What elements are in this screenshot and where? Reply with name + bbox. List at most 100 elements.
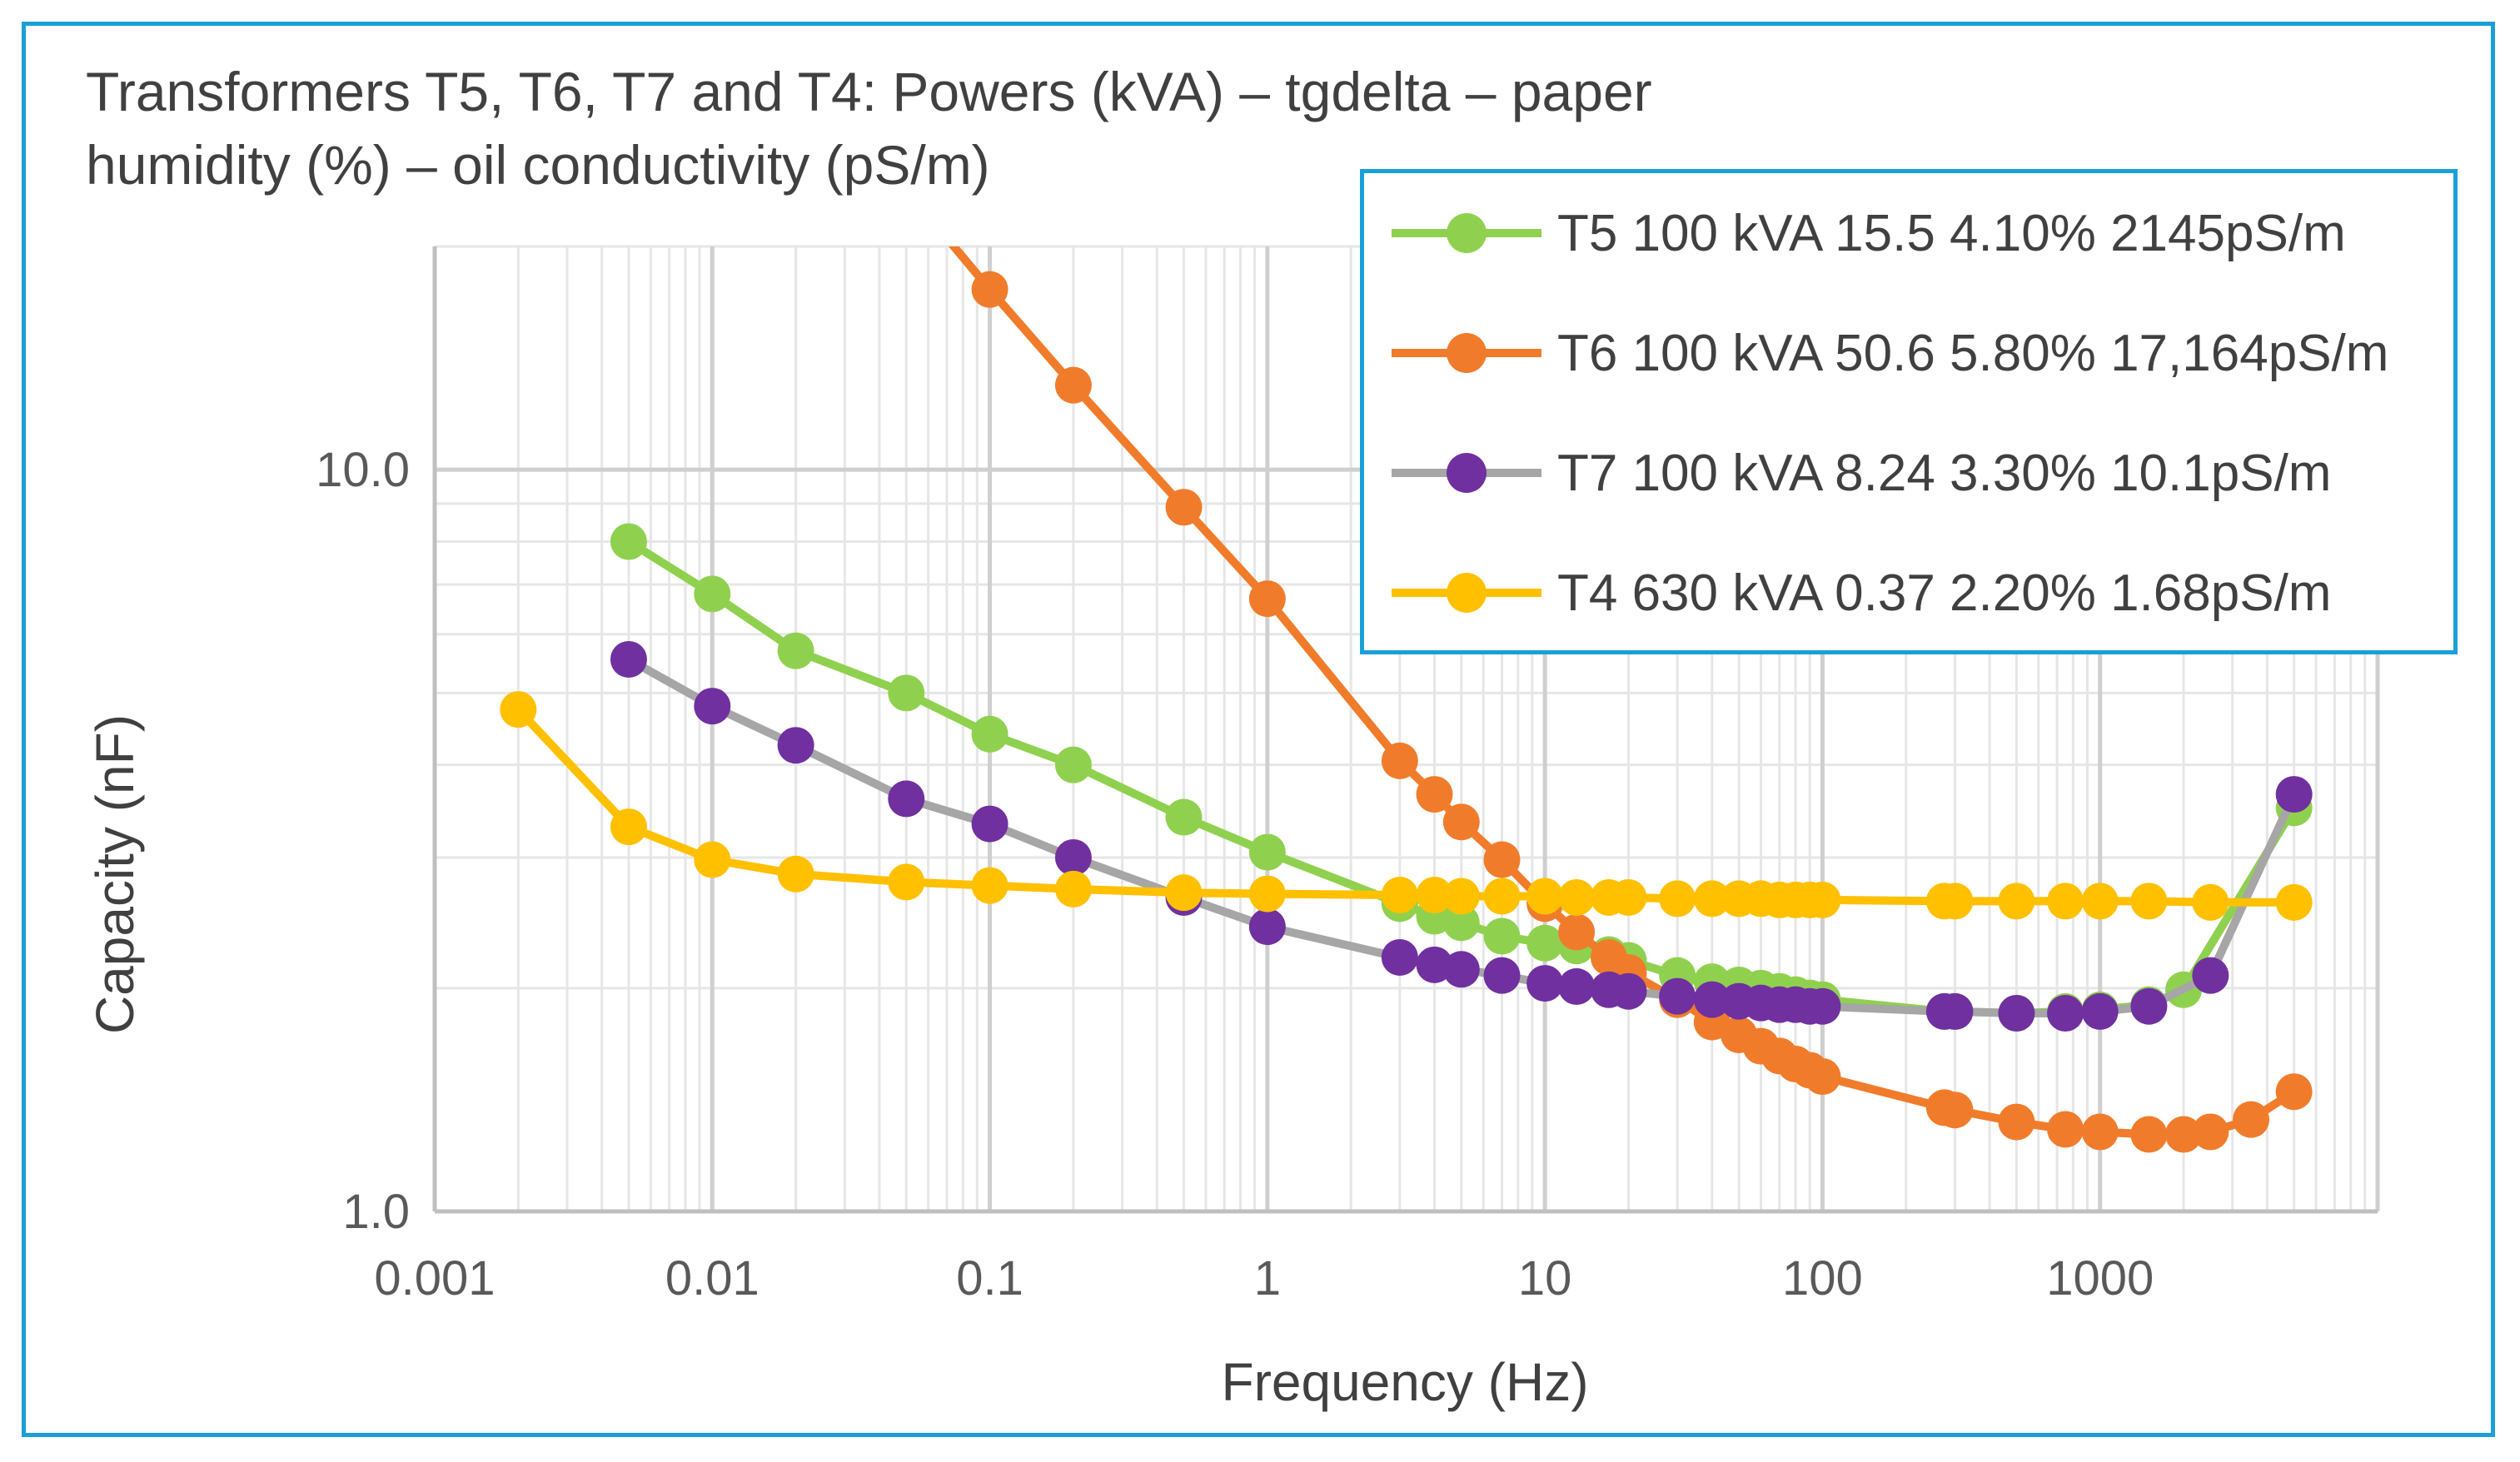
data-point-t4 bbox=[610, 808, 647, 846]
legend-label-t5: T5 100 kVA 15.5 4.10% 2145pS/m bbox=[1557, 205, 2346, 262]
series-t7 bbox=[610, 640, 2313, 1032]
data-point-t4 bbox=[1998, 883, 2035, 920]
data-point-t4 bbox=[1804, 881, 1841, 918]
data-point-t4 bbox=[500, 691, 537, 729]
data-point-t7 bbox=[2192, 957, 2229, 994]
axes bbox=[432, 246, 2378, 1214]
x-tick-label: 0.001 bbox=[374, 1251, 495, 1305]
data-point-t7 bbox=[1381, 938, 1418, 976]
x-tick-label: 10 bbox=[1518, 1251, 1572, 1305]
chart-title-line-1: Transformers T5, T6, T7 and T4: Powers (… bbox=[86, 61, 1652, 122]
legend-entry-t6: T6 100 kVA 50.6 5.80% 17,164pS/m bbox=[1364, 298, 2453, 415]
x-tick-label: 100 bbox=[1782, 1251, 1863, 1305]
data-point-t4 bbox=[2275, 883, 2313, 921]
data-point-t7 bbox=[2047, 994, 2084, 1032]
data-point-t6 bbox=[971, 271, 1008, 308]
data-point-t6 bbox=[1558, 913, 1596, 951]
data-point-t4 bbox=[777, 855, 814, 893]
legend-label-t6: T6 100 kVA 50.6 5.80% 17,164pS/m bbox=[1557, 325, 2389, 382]
data-point-t4 bbox=[694, 841, 731, 878]
data-point-t7 bbox=[1526, 965, 1564, 1002]
data-point-t5 bbox=[1165, 798, 1203, 836]
legend-marker-t5 bbox=[1447, 213, 1487, 253]
data-point-t6 bbox=[2130, 1116, 2168, 1153]
data-point-t6 bbox=[1248, 580, 1286, 618]
data-point-t5 bbox=[777, 632, 814, 669]
data-point-t5 bbox=[694, 575, 731, 613]
data-point-t7 bbox=[610, 640, 647, 678]
x-tick-label: 1 bbox=[1254, 1251, 1281, 1305]
legend-marker-t6 bbox=[1447, 333, 1487, 373]
data-point-t5 bbox=[1483, 917, 1521, 955]
data-point-t4 bbox=[1381, 877, 1418, 914]
x-tick-label: 1000 bbox=[2046, 1251, 2154, 1305]
data-point-t5 bbox=[1248, 833, 1286, 871]
chart-title: Transformers T5, T6, T7 and T4: Powers (… bbox=[86, 55, 1652, 201]
data-point-t6 bbox=[1054, 366, 1092, 404]
data-point-t5 bbox=[971, 715, 1008, 753]
data-point-t7 bbox=[1442, 951, 1480, 988]
data-point-t7 bbox=[777, 727, 814, 764]
data-point-t7 bbox=[1693, 981, 1731, 1018]
data-point-t4 bbox=[1659, 880, 1696, 917]
data-point-t5 bbox=[1526, 924, 1564, 962]
data-point-t5 bbox=[1054, 746, 1092, 783]
data-point-t4 bbox=[1165, 874, 1203, 912]
series-t6 bbox=[948, 246, 2313, 1153]
x-tick-label: 0.01 bbox=[665, 1251, 759, 1305]
data-point-t6 bbox=[1483, 841, 1521, 878]
data-point-t6 bbox=[1936, 1092, 1974, 1129]
data-point-t7 bbox=[888, 780, 925, 818]
data-point-t7 bbox=[1804, 987, 1841, 1025]
data-point-t6 bbox=[2047, 1111, 2084, 1148]
data-point-t7 bbox=[1416, 946, 1453, 983]
data-point-t7 bbox=[971, 805, 1008, 843]
data-point-t4 bbox=[1416, 877, 1453, 914]
data-point-t6 bbox=[2081, 1113, 2119, 1151]
data-point-t7 bbox=[1558, 967, 1596, 1005]
data-point-t4 bbox=[1610, 878, 1647, 916]
x-axis-label: Frequency (Hz) bbox=[1222, 1352, 1589, 1412]
data-point-t4 bbox=[1483, 878, 1521, 915]
data-point-t7 bbox=[1610, 972, 1647, 1010]
series-t4 bbox=[500, 691, 2313, 921]
data-point-t6 bbox=[2192, 1113, 2229, 1151]
data-point-t4 bbox=[1936, 883, 1974, 920]
data-point-t6 bbox=[2165, 1116, 2203, 1153]
data-point-t4 bbox=[1526, 878, 1564, 915]
data-point-t6 bbox=[1381, 742, 1418, 779]
data-point-t7 bbox=[694, 688, 731, 725]
legend-label-t4: T4 630 kVA 0.37 2.20% 1.68pS/m bbox=[1557, 564, 2332, 622]
data-point-t5 bbox=[610, 523, 647, 560]
y-tick-label: 1.0 bbox=[342, 1185, 410, 1239]
data-point-t6 bbox=[1416, 776, 1453, 813]
legend-entry-t4: T4 630 kVA 0.37 2.20% 1.68pS/m bbox=[1364, 538, 2453, 654]
legend-entry-t7: T7 100 kVA 8.24 3.30% 10.1pS/m bbox=[1364, 418, 2453, 535]
y-axis-label: Capacity (nF) bbox=[85, 714, 145, 1034]
data-point-t6 bbox=[1165, 489, 1203, 526]
data-point-t7 bbox=[1659, 977, 1696, 1015]
data-point-t4 bbox=[2047, 883, 2084, 920]
data-point-t4 bbox=[888, 863, 925, 901]
data-point-t6 bbox=[1442, 803, 1480, 841]
legend: T5 100 kVA 15.5 4.10% 2145pS/m T6 100 kV… bbox=[1360, 169, 2458, 654]
data-point-t6 bbox=[2275, 1073, 2313, 1111]
data-point-t4 bbox=[2130, 883, 2168, 920]
data-point-t5 bbox=[888, 674, 925, 712]
legend-label-t7: T7 100 kVA 8.24 3.30% 10.1pS/m bbox=[1557, 445, 2332, 502]
data-point-t7 bbox=[1248, 908, 1286, 946]
data-point-t6 bbox=[2233, 1101, 2270, 1138]
data-point-t5 bbox=[1442, 904, 1480, 942]
data-point-t6 bbox=[1804, 1058, 1841, 1096]
legend-marker-t4 bbox=[1447, 573, 1487, 613]
data-point-t4 bbox=[1442, 878, 1480, 915]
chart-title-line-2: humidity (%) – oil conductivity (pS/m) bbox=[86, 134, 990, 196]
data-point-t7 bbox=[2275, 776, 2313, 813]
data-point-t4 bbox=[2081, 883, 2119, 920]
data-point-t6 bbox=[1998, 1103, 2035, 1141]
data-point-t4 bbox=[2192, 883, 2229, 921]
legend-marker-t7 bbox=[1447, 453, 1487, 493]
legend-entry-t5: T5 100 kVA 15.5 4.10% 2145pS/m bbox=[1364, 178, 2453, 295]
data-point-t4 bbox=[971, 867, 1008, 904]
data-point-t7 bbox=[1998, 994, 2035, 1032]
